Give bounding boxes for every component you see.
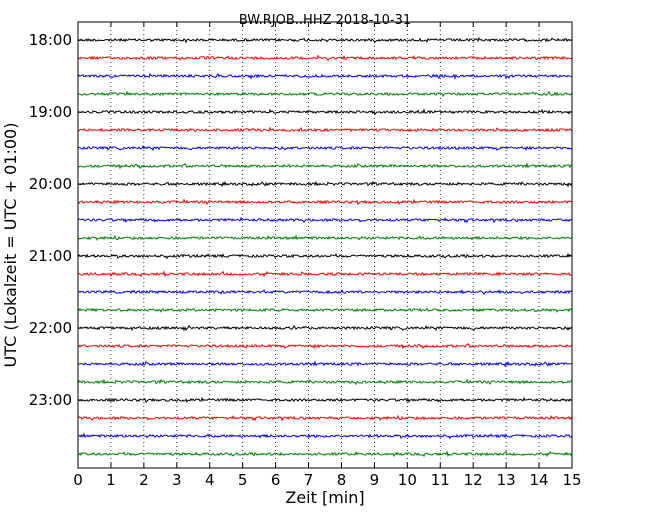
x-tick-label: 10 — [398, 471, 417, 489]
x-tick-label: 13 — [497, 471, 516, 489]
trace-line — [77, 145, 573, 152]
y-tick-label: 19:00 — [29, 103, 72, 121]
trace-line — [77, 288, 573, 295]
trace-line — [77, 162, 573, 170]
trace-line — [77, 72, 573, 80]
x-tick-label: 1 — [106, 471, 116, 489]
trace-line — [77, 432, 573, 440]
trace-line — [77, 90, 573, 98]
trace-line — [77, 360, 573, 368]
x-tick-label: 15 — [562, 471, 581, 489]
trace-line — [77, 216, 573, 224]
trace-line — [77, 36, 573, 44]
trace-lines — [77, 36, 573, 458]
y-tick-label: 20:00 — [29, 175, 72, 193]
x-tick-label: 4 — [205, 471, 215, 489]
plot-frame — [77, 21, 573, 469]
trace-line — [77, 198, 573, 206]
trace-line — [77, 396, 573, 404]
trace-line — [77, 414, 573, 422]
trace-line — [77, 450, 573, 458]
y-axis-label: UTC (Lokalzeit = UTC + 01:00) — [1, 123, 20, 368]
x-tick-label: 11 — [431, 471, 450, 489]
y-tick-label: 22:00 — [29, 319, 72, 337]
trace-line — [77, 180, 573, 188]
trace-line — [77, 378, 573, 386]
trace-line — [77, 126, 573, 133]
y-tick-label: 18:00 — [29, 31, 72, 49]
x-axis-label: Zeit [min] — [285, 488, 364, 507]
trace-line — [77, 343, 573, 350]
x-tick-label: 14 — [530, 471, 549, 489]
x-tick-label: 9 — [370, 471, 380, 489]
y-tick-label: 23:00 — [29, 391, 72, 409]
trace-line — [77, 307, 573, 313]
trace-line — [77, 234, 573, 242]
x-tick-label: 0 — [73, 471, 83, 489]
trace-line — [77, 324, 573, 332]
trace-line — [77, 108, 573, 115]
x-tick-label: 3 — [172, 471, 182, 489]
trace-line — [77, 270, 573, 278]
x-axis-ticks: 0 1 2 3 4 5 6 7 8 9 10 11 12 13 14 15 — [73, 22, 582, 489]
trace-line — [77, 54, 573, 62]
trace-line — [77, 252, 573, 260]
y-axis-ticks: 18:00 19:00 20:00 21:00 22:00 23:00 — [29, 31, 572, 409]
chart-title: BW.RJOB..HHZ 2018-10-31 — [239, 13, 411, 28]
x-tick-label: 7 — [304, 471, 314, 489]
x-tick-label: 6 — [271, 471, 281, 489]
x-tick-label: 8 — [337, 471, 347, 489]
x-tick-label: 12 — [464, 471, 483, 489]
x-tick-label: 2 — [139, 471, 149, 489]
y-tick-label: 21:00 — [29, 247, 72, 265]
x-tick-label: 5 — [238, 471, 248, 489]
